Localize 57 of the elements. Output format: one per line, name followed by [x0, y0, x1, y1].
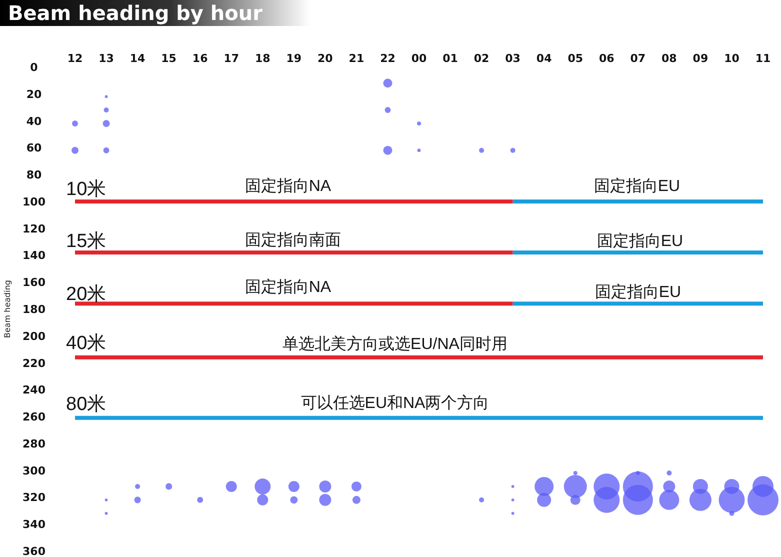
annotation: 可以任选EU和NA两个方向 [300, 394, 490, 412]
y-tick-label: 280 [22, 437, 46, 450]
x-tick-label: 19 [286, 52, 302, 65]
annotation: 固定指向EU [594, 283, 682, 302]
y-tick-label: 340 [22, 518, 46, 532]
annotation: 40米 [66, 333, 106, 354]
annotation: 单选北美方向或选EU/NA同时用 [282, 335, 508, 354]
x-tick-label: 06 [598, 52, 615, 65]
x-tick-label: 01 [442, 52, 458, 65]
x-tick-label: 03 [505, 52, 520, 65]
x-tick-label: 16 [192, 52, 208, 65]
y-tick-label: 260 [22, 410, 46, 424]
y-tick-label: 320 [22, 491, 46, 504]
x-tick-label: 15 [161, 52, 176, 65]
y-tick-label: 80 [26, 168, 42, 182]
annotation: 固定指向EU [594, 177, 680, 196]
y-tick-label: 300 [22, 464, 46, 478]
x-tick-label: 02 [474, 52, 490, 65]
x-tick-label: 04 [536, 52, 552, 65]
x-tick-label: 11 [755, 52, 771, 65]
y-tick-label: 20 [26, 88, 42, 101]
x-tick-label: 07 [630, 52, 646, 65]
y-tick-label: 120 [22, 222, 46, 236]
y-axis-title: Beam heading [3, 280, 12, 338]
x-tick-label: 05 [568, 52, 584, 65]
x-tick-label: 18 [254, 52, 270, 65]
annotation: 固定指向NA [244, 177, 332, 196]
y-tick-label: 100 [22, 195, 46, 208]
y-tick-label: 140 [22, 249, 46, 262]
y-tick-label: 0 [30, 61, 38, 74]
y-tick-label: 60 [26, 142, 42, 155]
x-tick-label: 22 [380, 52, 396, 65]
annotation: 10米 [66, 179, 106, 200]
y-tick-label: 240 [22, 384, 46, 397]
annotation: 固定指向南面 [245, 231, 341, 250]
x-tick-label: 09 [692, 52, 708, 65]
chart-title: Beam heading by hour [8, 1, 263, 25]
annotation: 固定指向EU [596, 232, 684, 250]
annotation: 15米 [66, 231, 106, 252]
x-tick-label: 08 [662, 52, 677, 65]
x-tick-label: 12 [67, 52, 83, 65]
annotation: 80米 [66, 394, 106, 416]
annotation: 固定指向NA [244, 278, 332, 296]
y-tick-label: 160 [22, 276, 46, 290]
x-tick-label: 13 [98, 52, 114, 65]
x-tick-label: 14 [130, 52, 146, 65]
annotation: 20米 [66, 284, 106, 306]
y-tick-label: 360 [22, 545, 46, 557]
y-tick-label: 40 [26, 114, 42, 128]
x-tick-label: 10 [724, 52, 740, 65]
x-tick-label: 00 [411, 52, 427, 65]
y-tick-label: 200 [22, 330, 46, 343]
x-tick-label: 17 [224, 52, 240, 65]
y-tick-label: 180 [22, 303, 46, 316]
y-tick-label: 220 [22, 356, 46, 370]
x-tick-label: 21 [348, 52, 364, 65]
x-tick-label: 20 [318, 52, 334, 65]
